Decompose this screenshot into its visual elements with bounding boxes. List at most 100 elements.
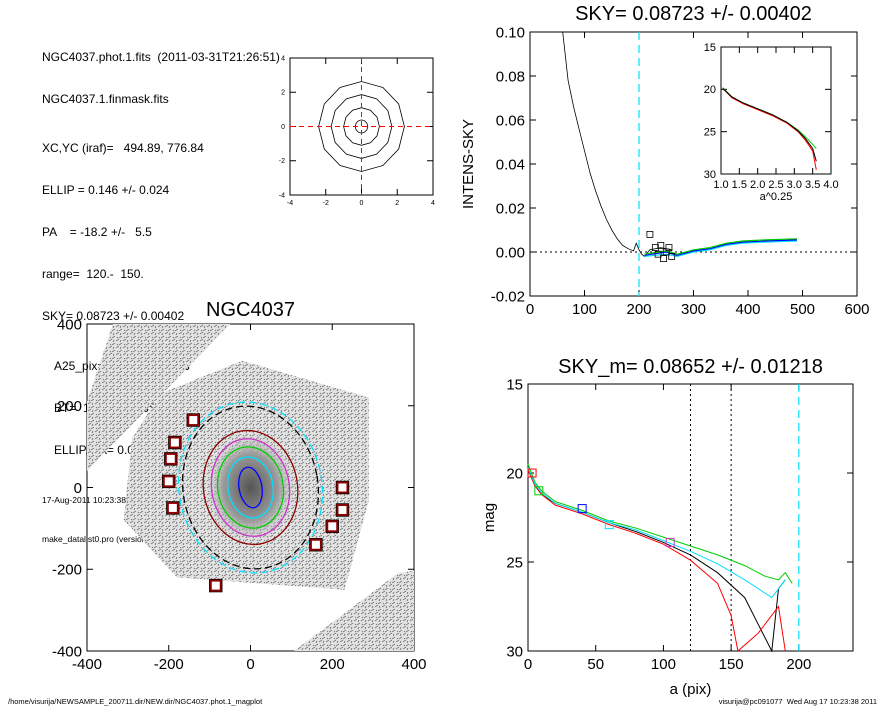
mag-ytick-label: 15	[506, 376, 523, 393]
contour-ytick-label: -2	[279, 158, 285, 165]
galaxy-body	[205, 432, 296, 543]
sky-xtick-label: 200	[626, 301, 651, 318]
mag-xtick-label: 0	[524, 656, 532, 673]
inset-xtick-label: 1.0	[713, 179, 728, 191]
mask-box-inner	[168, 436, 181, 449]
sky-square-marker	[668, 252, 676, 260]
mag-marker	[665, 537, 675, 547]
mag-ytick-label: 25	[506, 554, 523, 571]
sky-ylabel: INTENS-SKY	[460, 119, 477, 209]
contour-xtick-label: 4	[431, 200, 435, 207]
sky-ytick-label: 0.00	[496, 244, 525, 261]
sky-ytick-label: 0.04	[496, 156, 525, 173]
mask-box-inner	[326, 520, 339, 533]
info-line: range= 120.- 150.	[42, 267, 144, 281]
mag-xlabel: a (pix)	[670, 681, 712, 698]
inset-xtick-label: 2.5	[768, 179, 783, 191]
mag-xtick-label: 150	[719, 656, 744, 673]
isophote-ellipse	[181, 405, 320, 570]
info-line: PA = -18.2 +/- 5.5	[42, 225, 152, 239]
mask-box-inner	[336, 503, 349, 516]
inset-series	[722, 88, 817, 170]
info-date: 17-Aug-2011 10:23:38.00	[42, 495, 138, 505]
mag-xtick-label: 200	[786, 656, 811, 673]
image-ytick-label: 200	[57, 398, 82, 415]
inset-xtick-label: 4.0	[823, 179, 838, 191]
mag-ylabel: mag	[481, 503, 498, 532]
contour-ytick-label: 4	[281, 55, 285, 62]
sky-series	[644, 238, 798, 255]
sky-ytick-label: -0.02	[491, 288, 525, 305]
isophote-ellipse	[177, 401, 324, 574]
inset-xlabel: a^0.25	[760, 191, 793, 203]
mask-box-inner	[209, 579, 222, 592]
inset-ytick-label: 30	[704, 169, 716, 181]
sky-ytick-label: 0.08	[496, 68, 525, 85]
sky-ytick-label: 0.06	[496, 112, 525, 129]
mag-ytick-label: 30	[506, 643, 523, 660]
sky-xtick-label: 500	[790, 301, 815, 318]
info-line: ELLIP = 0.146 +/- 0.024	[42, 183, 170, 197]
mask-box-inner	[164, 452, 177, 465]
sky-square-marker	[660, 255, 667, 263]
image-xtick-label: -200	[154, 656, 184, 673]
mask-box-inner	[162, 475, 175, 488]
sky-square-marker	[654, 250, 662, 258]
isophote-ellipse	[202, 429, 299, 546]
inset-xtick-label: 3.5	[805, 179, 820, 191]
sky-series	[562, 31, 672, 257]
contour-line	[343, 107, 380, 146]
contour-xtick-label: 2	[395, 200, 399, 207]
mag-xtick-label: 50	[587, 656, 604, 673]
contour-ytick-label: 0	[281, 124, 285, 131]
image-ytick-label: 0	[74, 480, 82, 497]
sky-ytick-label: 0.02	[496, 200, 525, 217]
sky-xtick-label: 400	[735, 301, 760, 318]
image-title: NGC4037	[206, 299, 295, 321]
inset-xtick-label: 3.0	[787, 179, 802, 191]
mask-box-inner	[166, 501, 179, 514]
info-line: NGC4037.1.finmask.fits	[42, 92, 169, 106]
image-xtick-label: -400	[72, 656, 102, 673]
mag-series	[527, 467, 786, 599]
isophote-ellipse	[227, 456, 274, 519]
isophote-ellipse	[238, 466, 263, 509]
mag-marker	[527, 468, 537, 478]
mag-title: SKY_m= 0.08652 +/- 0.01218	[558, 356, 823, 378]
image-ytick-label: -200	[52, 562, 82, 579]
inset-ytick-label: 15	[704, 42, 716, 54]
mag-marker	[534, 486, 544, 496]
contour-xtick-label: -4	[287, 200, 293, 207]
inset-ytick-label: 25	[704, 127, 716, 139]
mag-xtick-label: 100	[651, 656, 676, 673]
contour-ytick-label: -4	[279, 192, 285, 199]
mag-marker	[604, 520, 614, 530]
image-ytick-label: -400	[52, 643, 82, 660]
image-xtick-label: 400	[401, 656, 426, 673]
contour-xtick-label: -2	[323, 200, 329, 207]
image-ytick-label: 400	[57, 316, 82, 333]
sky-xtick-label: 100	[572, 301, 597, 318]
image-xtick-label: 0	[246, 656, 254, 673]
mag-ytick-label: 20	[506, 465, 523, 482]
mask-box-inner	[187, 414, 200, 427]
contour-xtick-label: 0	[360, 200, 364, 207]
image-strip-bottom	[294, 570, 414, 651]
sky-series	[644, 240, 798, 258]
footer-user: visurija@pc091077 Wed Aug 17 10:23:38 20…	[718, 697, 877, 706]
isophote-ellipse	[210, 438, 291, 537]
contour-ytick-label: 2	[281, 90, 285, 97]
info-line: NGC4037.phot.1.fits (2011-03-31T21:26:51…	[42, 50, 280, 64]
image-field	[87, 324, 414, 651]
inset-ytick-label: 20	[704, 84, 716, 96]
image-xtick-label: 200	[320, 656, 345, 673]
mag-series	[527, 469, 786, 652]
mask-box-inner	[336, 481, 349, 494]
info-line: SKY= 0.08723 +/- 0.00402	[42, 309, 185, 323]
sky-square-marker	[646, 230, 654, 238]
mag-series	[527, 463, 793, 584]
sky-square-marker	[657, 241, 665, 249]
inset-series	[722, 88, 817, 162]
isophote-ellipse	[216, 446, 285, 529]
